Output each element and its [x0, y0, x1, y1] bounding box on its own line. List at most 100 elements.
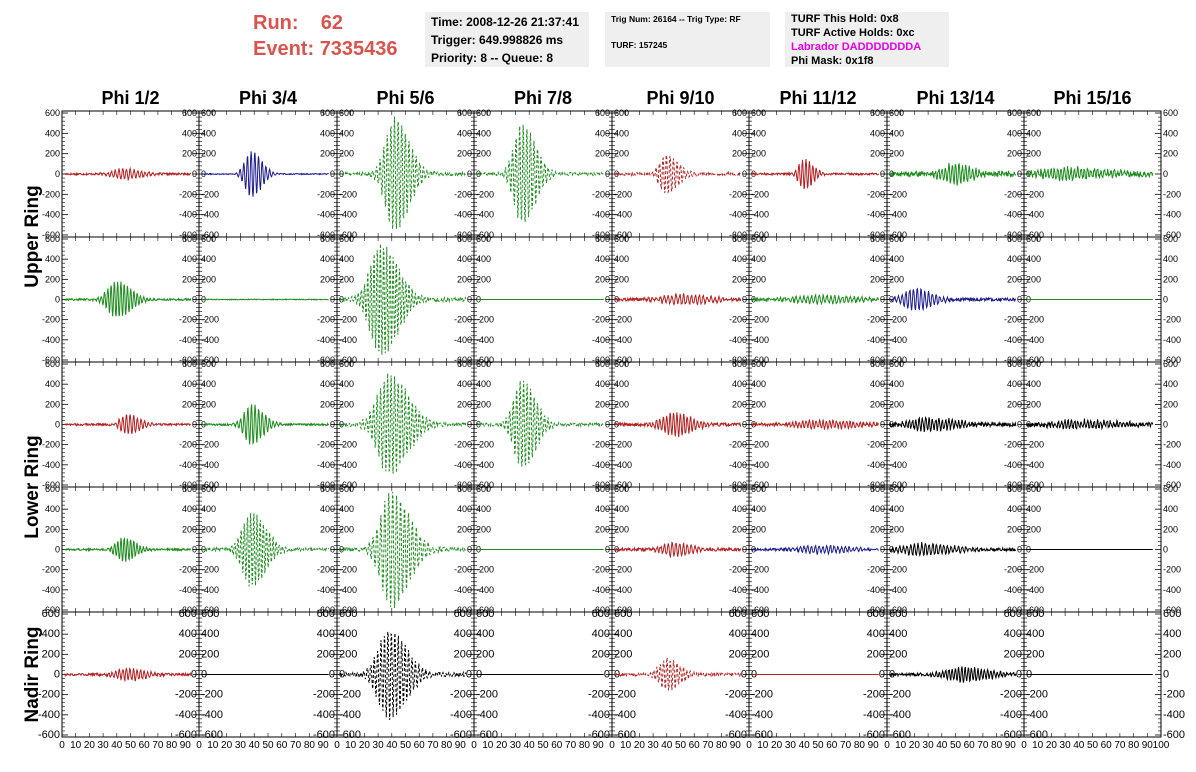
y-tick-label: -600 [476, 480, 494, 490]
y-tick-label: 200 [1007, 274, 1022, 284]
y-tick-label: 600 [889, 234, 904, 244]
y-tick-label: 400 [339, 628, 357, 640]
y-tick-label: 400 [1026, 128, 1041, 138]
event-label: Event: [253, 38, 315, 60]
y-tick-label: 400 [317, 628, 335, 640]
y-tick-label: 400 [182, 379, 197, 389]
y-tick-label: 600 [889, 359, 904, 369]
y-tick-label: -200 [1004, 189, 1022, 199]
x-tick-label: 60 [964, 740, 976, 751]
y-tick-label: -600 [317, 480, 335, 490]
y-tick-label: 200 [457, 524, 472, 534]
y-tick-label: -600 [592, 480, 610, 490]
y-tick-label: -200 [1163, 565, 1181, 575]
y-tick-label: 600 [1163, 608, 1181, 620]
y-tick-label: 600 [1163, 359, 1178, 369]
x-tick-label: 20 [496, 740, 508, 751]
y-tick-label: 400 [595, 128, 610, 138]
y-tick-label: -600 [454, 230, 472, 240]
x-tick-label: 30 [1060, 740, 1072, 751]
y-tick-label: -400 [476, 460, 494, 470]
y-tick-label: 600 [614, 359, 629, 369]
x-tick-label: 70 [152, 740, 164, 751]
y-tick-label: 200 [614, 524, 629, 534]
x-tick-label: 0 [746, 740, 752, 751]
y-tick-label: 600 [614, 608, 632, 620]
y-tick-label: 200 [320, 399, 335, 409]
y-tick-label: 600 [729, 608, 747, 620]
y-tick-label: 400 [201, 379, 216, 389]
y-tick-label: -600 [889, 605, 907, 615]
y-tick-label: 600 [732, 359, 747, 369]
y-tick-label: 600 [870, 108, 885, 118]
y-tick-label: -200 [1000, 689, 1022, 701]
y-tick-label: 400 [870, 379, 885, 389]
y-tick-label: 200 [870, 274, 885, 284]
y-tick-label: 200 [1007, 524, 1022, 534]
y-tick-label: -400 [42, 210, 60, 220]
y-tick-label: 600 [201, 108, 216, 118]
y-tick-label: 0 [55, 169, 60, 179]
y-tick-label: 600 [732, 234, 747, 244]
waveform-series [339, 631, 467, 721]
y-tick-label: 600 [595, 359, 610, 369]
waveform-series [751, 544, 879, 556]
y-tick-label: 200 [476, 399, 491, 409]
y-tick-label: 200 [182, 274, 197, 284]
y-tick-label: 600 [182, 234, 197, 244]
y-tick-label: 600 [867, 608, 885, 620]
y-tick-label: 400 [1026, 254, 1041, 264]
y-tick-label: 600 [1026, 608, 1044, 620]
y-tick-label: -600 [867, 230, 885, 240]
y-tick-label: -200 [201, 565, 219, 575]
y-tick-label: -200 [476, 440, 494, 450]
waveform-series [614, 541, 742, 559]
y-tick-label: 600 [476, 108, 491, 118]
y-tick-label: -400 [42, 335, 60, 345]
y-tick-label: -600 [751, 605, 769, 615]
y-tick-label: 400 [182, 128, 197, 138]
y-tick-label: 600 [317, 608, 335, 620]
y-tick-label: -600 [42, 480, 60, 490]
y-tick-label: -200 [1163, 189, 1181, 199]
y-tick-label: -600 [476, 729, 498, 741]
y-tick-label: -200 [313, 689, 335, 701]
y-tick-label: -200 [201, 189, 219, 199]
y-tick-label: -200 [454, 565, 472, 575]
y-tick-label: 400 [1163, 628, 1181, 640]
y-tick-label: 600 [339, 234, 354, 244]
y-tick-label: 200 [751, 648, 769, 660]
y-tick-label: 600 [182, 359, 197, 369]
y-tick-label: -400 [175, 709, 197, 721]
y-tick-label: -200 [1163, 315, 1181, 325]
y-tick-label: 400 [45, 379, 60, 389]
run-value: 62 [320, 12, 344, 34]
y-tick-label: -400 [1004, 460, 1022, 470]
y-tick-label: -200 [201, 689, 223, 701]
y-tick-label: 200 [1163, 149, 1178, 159]
x-tick-label: 80 [991, 740, 1003, 751]
y-tick-label: 600 [45, 359, 60, 369]
y-tick-label: 200 [457, 274, 472, 284]
y-tick-label: -600 [454, 605, 472, 615]
y-tick-label: -200 [179, 565, 197, 575]
y-tick-label: -400 [476, 210, 494, 220]
y-tick-label: 0 [880, 169, 885, 179]
y-tick-label: 400 [182, 254, 197, 264]
y-tick-label: -200 [889, 440, 907, 450]
x-tick-label: 70 [290, 740, 302, 751]
y-tick-label: -200 [1004, 315, 1022, 325]
y-tick-label: 400 [592, 628, 610, 640]
y-tick-label: 200 [889, 149, 904, 159]
y-tick-label: 200 [182, 524, 197, 534]
x-tick-label: 10 [1032, 740, 1044, 751]
x-tick-label: 60 [139, 740, 151, 751]
y-tick-label: -600 [1004, 605, 1022, 615]
y-tick-label: 600 [476, 608, 494, 620]
y-tick-label: -400 [1163, 210, 1181, 220]
y-tick-label: 400 [614, 128, 629, 138]
y-tick-label: 0 [879, 669, 885, 681]
y-tick-label: 200 [339, 524, 354, 534]
y-tick-label: -200 [450, 689, 472, 701]
y-tick-label: -400 [889, 460, 907, 470]
